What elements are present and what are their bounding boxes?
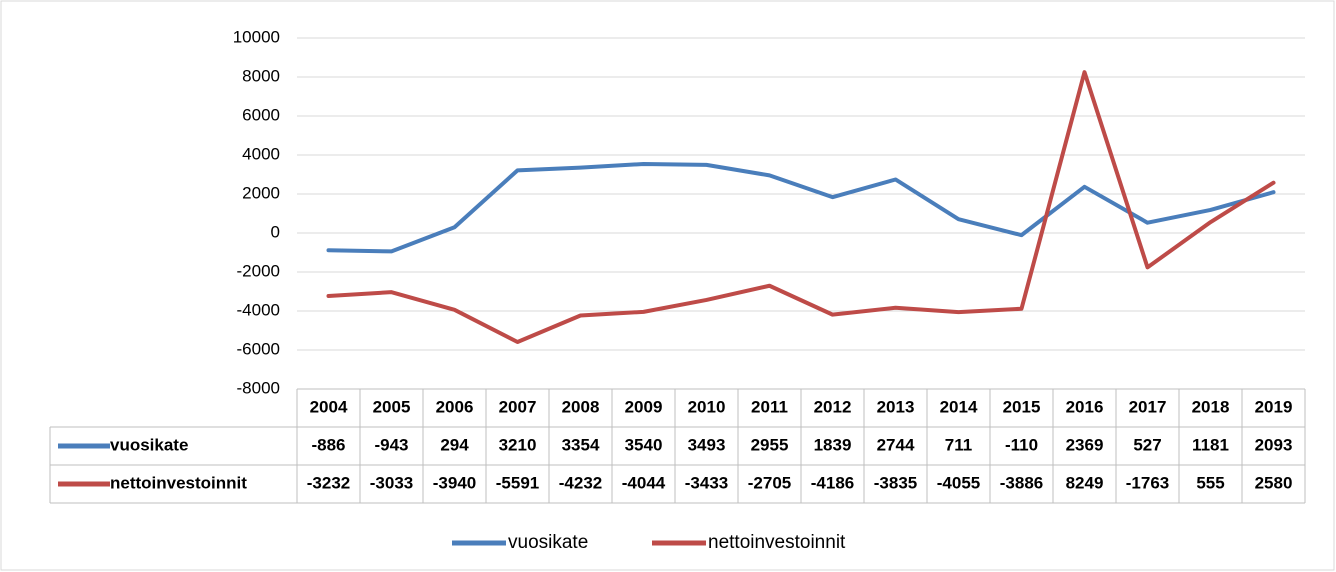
x-tick-label: 2015 (1003, 397, 1041, 416)
x-tick-label: 2004 (310, 397, 348, 416)
table-cell: 2955 (751, 435, 789, 454)
y-tick-label: 8000 (242, 66, 280, 85)
table-cell: 3540 (625, 435, 663, 454)
table-cell: 3354 (562, 435, 600, 454)
x-tick-label: 2008 (562, 397, 600, 416)
table-cell: 294 (440, 435, 469, 454)
y-tick-label: -6000 (237, 339, 280, 358)
y-tick-label: 4000 (242, 144, 280, 163)
x-tick-label: 2016 (1066, 397, 1104, 416)
table-cell: -1763 (1126, 473, 1169, 492)
table-cell: -3033 (370, 473, 413, 492)
table-cell: -110 (1005, 435, 1038, 454)
table-cell: -3940 (433, 473, 476, 492)
x-tick-label: 2017 (1129, 397, 1167, 416)
table-cell: 2093 (1255, 435, 1293, 454)
x-tick-label: 2007 (499, 397, 537, 416)
table-cell: 1839 (814, 435, 852, 454)
table-row-label: nettoinvestoinnit (110, 473, 247, 492)
x-tick-label: 2006 (436, 397, 474, 416)
table-cell: 3493 (688, 435, 726, 454)
table-cell: -3835 (874, 473, 917, 492)
x-tick-label: 2014 (940, 397, 978, 416)
x-tick-label: 2019 (1255, 397, 1293, 416)
x-tick-label: 2018 (1192, 397, 1230, 416)
table-cell: -943 (374, 435, 408, 454)
x-tick-label: 2009 (625, 397, 663, 416)
table-cell: -3232 (307, 473, 350, 492)
table-cell: -4232 (559, 473, 602, 492)
table-cell: -5591 (496, 473, 539, 492)
x-tick-label: 2012 (814, 397, 852, 416)
legend-label: nettoinvestoinnit (708, 532, 846, 553)
table-cell: -886 (311, 435, 345, 454)
y-tick-label: 2000 (242, 183, 280, 202)
y-tick-label: 0 (271, 222, 280, 241)
y-tick-label: -4000 (237, 300, 280, 319)
table-cell: 8249 (1066, 473, 1104, 492)
table-cell: 711 (945, 435, 972, 454)
x-tick-label: 2010 (688, 397, 726, 416)
series-line (326, 70, 1276, 345)
table-cell: 527 (1133, 435, 1161, 454)
table-cell: 2580 (1255, 473, 1293, 492)
table-cell: -2705 (748, 473, 791, 492)
table-row-label: vuosikate (110, 435, 188, 454)
table-cell: 2369 (1066, 435, 1104, 454)
x-tick-label: 2011 (751, 397, 788, 416)
table-cell: 3210 (499, 435, 537, 454)
table-cell: -4186 (811, 473, 854, 492)
table-cell: 2744 (877, 435, 915, 454)
table-cell: -4044 (622, 473, 666, 492)
legend-label: vuosikate (508, 532, 588, 553)
table-cell: -3433 (685, 473, 728, 492)
table-cell: 1181 (1192, 435, 1229, 454)
x-tick-label: 2013 (877, 397, 915, 416)
table-cell: 555 (1196, 473, 1224, 492)
table-cell: -4055 (937, 473, 980, 492)
y-tick-label: 6000 (242, 105, 280, 124)
y-tick-label: -8000 (237, 378, 280, 397)
x-tick-label: 2005 (373, 397, 411, 416)
y-tick-label: 10000 (233, 27, 280, 46)
y-tick-label: -2000 (237, 261, 280, 280)
table-cell: -3886 (1000, 473, 1043, 492)
series-line (326, 161, 1276, 254)
